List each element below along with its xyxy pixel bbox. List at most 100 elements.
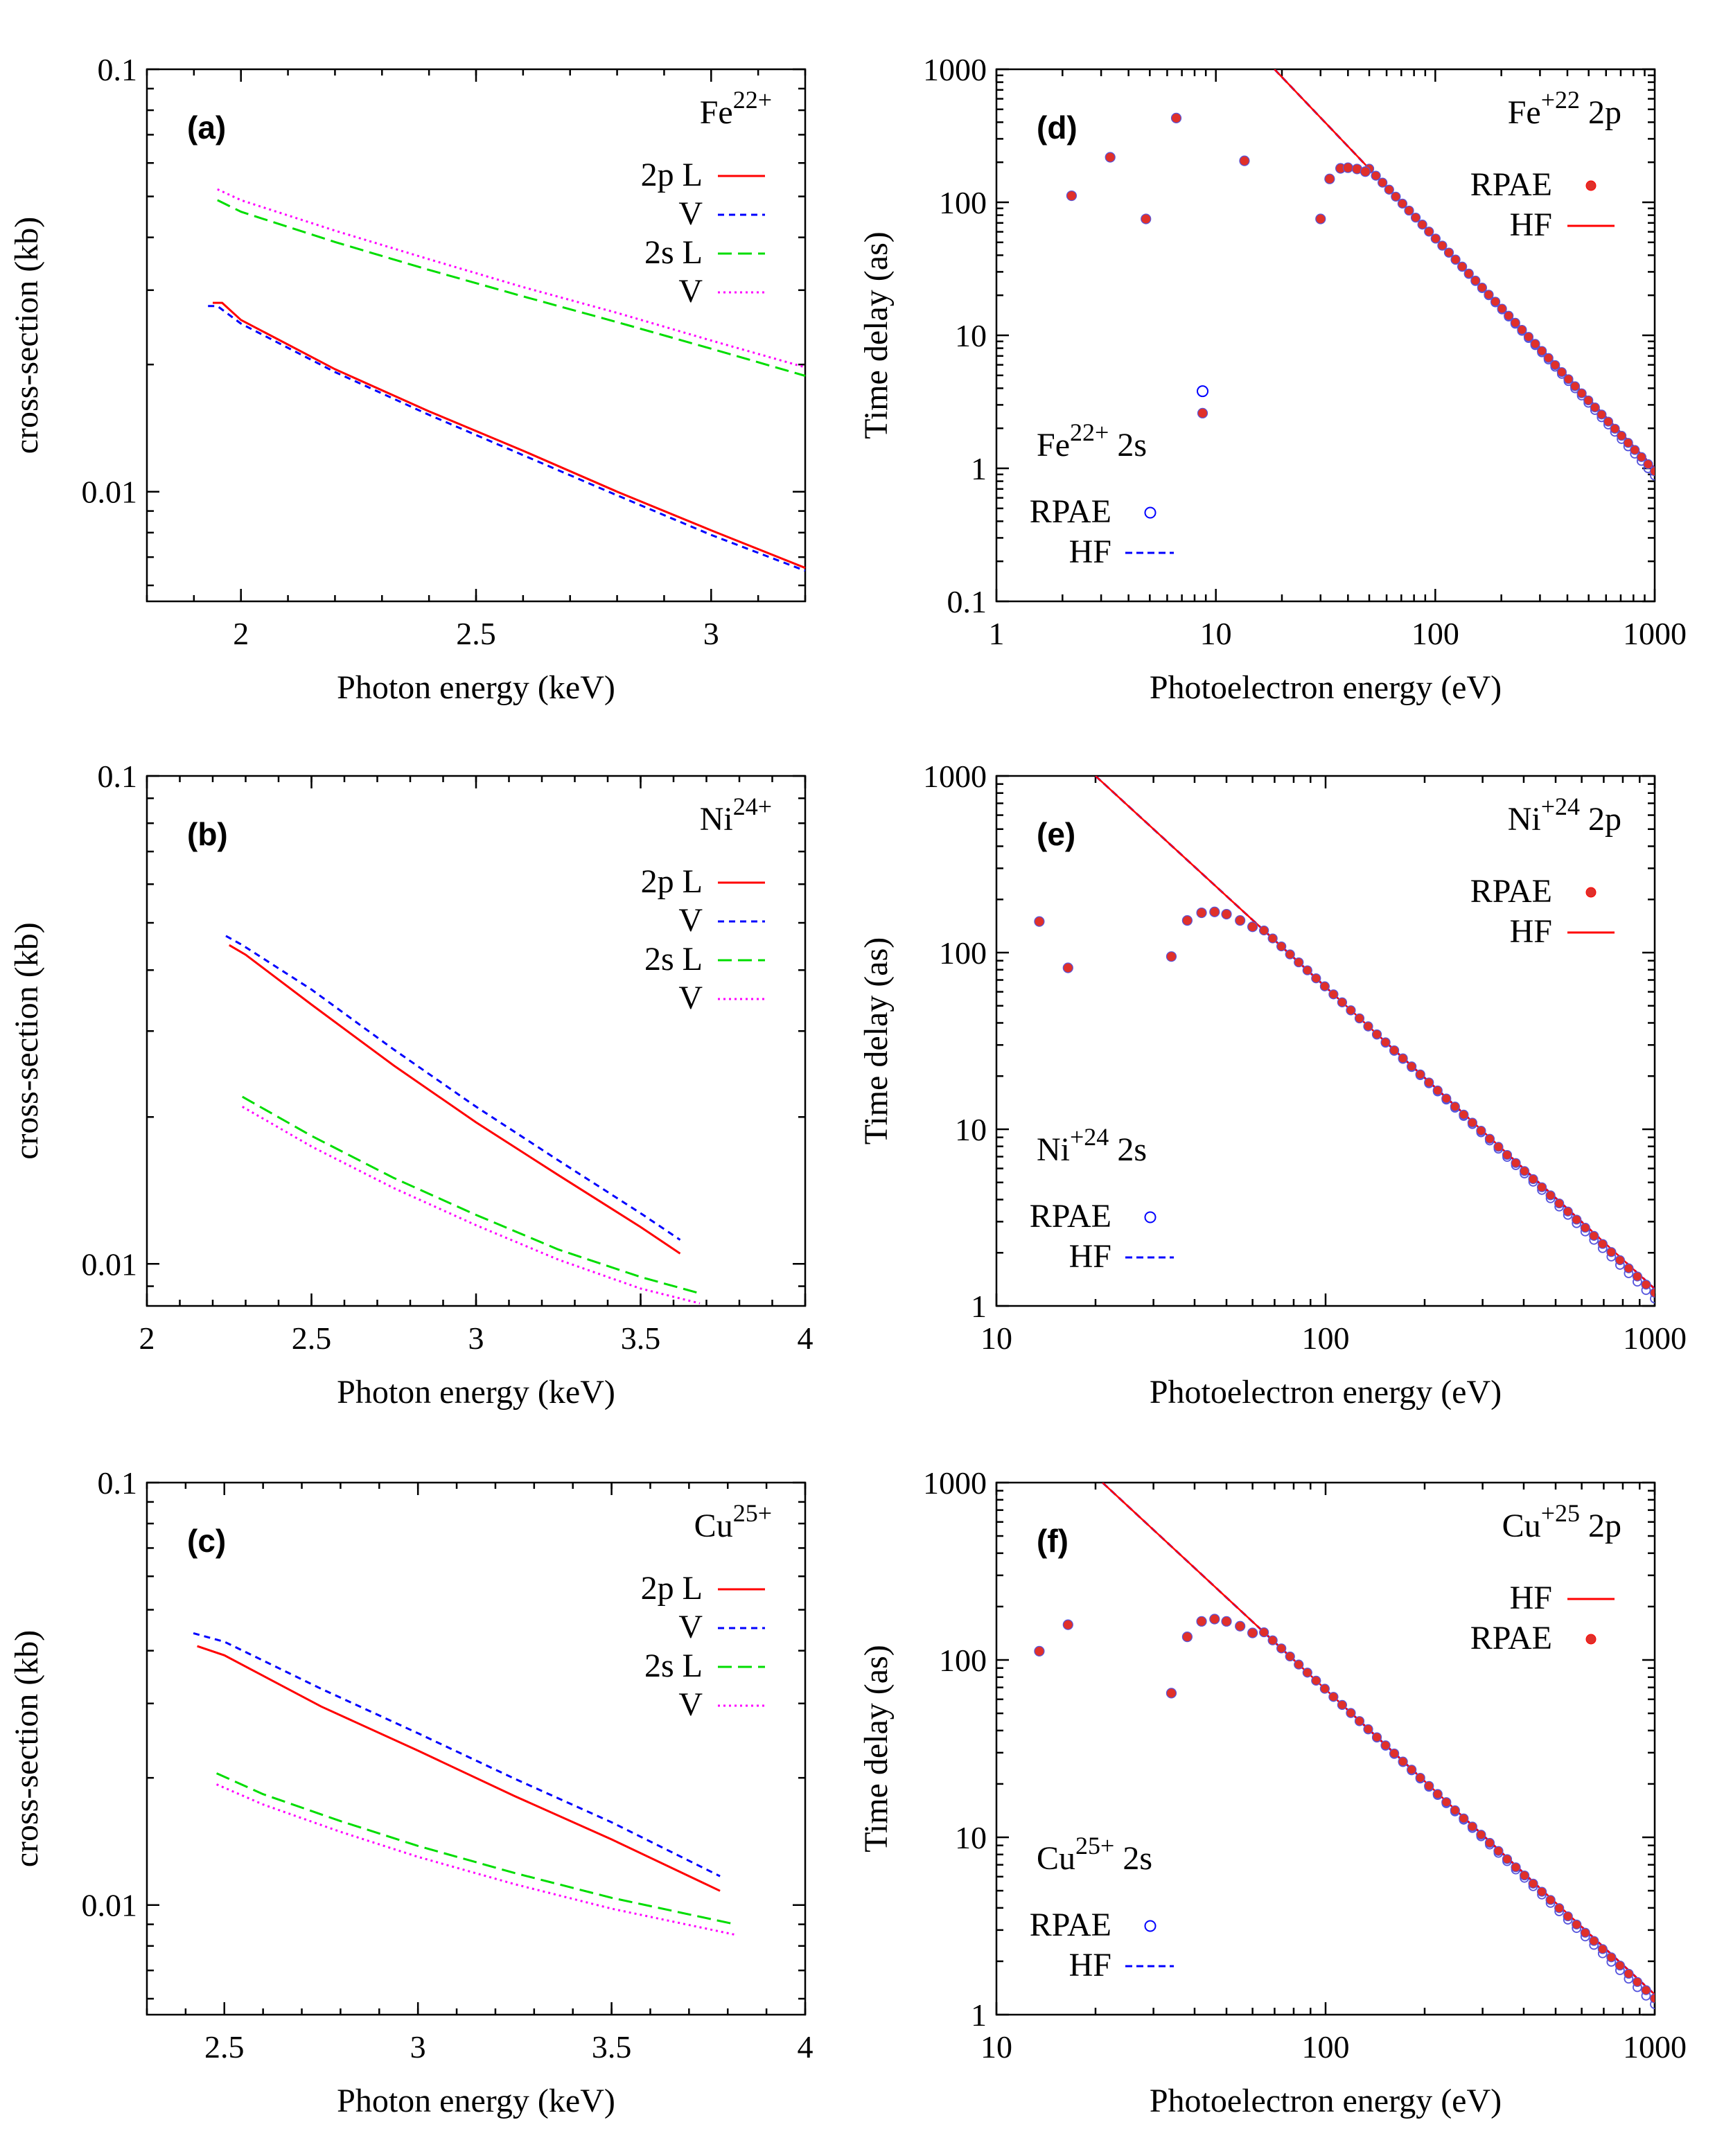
rpae-2p-point	[1346, 1708, 1356, 1718]
rpae-2p-point	[1363, 1724, 1373, 1734]
legend-label: V	[678, 195, 703, 232]
rpae-2s-point	[1650, 1293, 1655, 1304]
rpae-2p-point	[1490, 297, 1501, 307]
rpae-2p-point	[1580, 1927, 1590, 1938]
series-line-2p-l	[229, 944, 681, 1255]
series-line-2p-v	[193, 1632, 721, 1877]
rpae-2p-point	[1624, 1263, 1634, 1273]
rpae-2p-point	[1443, 247, 1454, 258]
rpae-2p-point	[1484, 1837, 1495, 1848]
y-tick-label: 1000	[923, 1465, 987, 1501]
rpae-2p-point	[1259, 1627, 1269, 1638]
rpae-2p-point	[1590, 403, 1600, 413]
rpae-2p-point	[1170, 112, 1182, 123]
rpae-2p-point	[1476, 1126, 1486, 1136]
y-tick-label: 1	[971, 1289, 987, 1324]
y-axis-label: Time delay (as)	[858, 937, 895, 1145]
rpae-2p-point	[1363, 1021, 1373, 1032]
legend-label: V	[678, 902, 703, 939]
rpae-2p-point	[1484, 1133, 1495, 1144]
rpae-2p-point	[1415, 1772, 1425, 1783]
rpae-2p-point	[1493, 1142, 1504, 1152]
rpae-2p-point	[1391, 191, 1401, 202]
legend-2s-shell: 2s	[1109, 427, 1147, 463]
legend-2s-label: HF	[1069, 1947, 1111, 1983]
rpae-2p-point	[1583, 395, 1594, 406]
rpae-2p-point	[1504, 310, 1514, 321]
legend-2p-title: Cu+25 2p	[1502, 1499, 1621, 1544]
data-group	[1034, 1483, 1655, 2009]
rpae-2p-point	[1398, 1053, 1408, 1063]
panel-c-axes: 2.5 3 3.5 4 0.01 0.1 Photon energy (keV) cross-…	[8, 1465, 813, 2119]
rpae-2p-point	[1247, 921, 1258, 933]
rpae-2p-point	[1324, 173, 1335, 184]
rpae-2p-point	[1450, 1102, 1460, 1112]
x-tick-label: 100	[1302, 1320, 1350, 1356]
x-tick-label: 3.5	[621, 1320, 661, 1356]
series-line-2s-v	[217, 188, 806, 369]
rpae-2p-point	[1528, 1174, 1538, 1185]
rpae-2p-point	[1606, 1247, 1617, 1257]
rpae-2p-point	[1484, 290, 1494, 300]
x-tick-label: 3	[468, 1320, 484, 1356]
legend-2s-charge: 25+	[1075, 1832, 1114, 1859]
rpae-2p-point	[1235, 1620, 1246, 1632]
panel-label: (e)	[1037, 816, 1075, 852]
ion-title-charge: 22+	[733, 86, 772, 114]
legend-label: 2s L	[644, 1647, 703, 1684]
rpae-2p-point	[1502, 1149, 1513, 1160]
ion-title: Cu25+	[694, 1499, 772, 1544]
rpae-2p-point	[1384, 184, 1394, 195]
rpae-2p-point	[1636, 452, 1646, 462]
rpae-2p-point	[1543, 353, 1554, 363]
rpae-2p-point	[1239, 155, 1250, 166]
x-tick-label: 10	[980, 1320, 1012, 1356]
legend-2s-label: HF	[1069, 533, 1111, 570]
y-tick-label: 0.01	[82, 475, 138, 510]
rpae-2p-point	[1615, 1960, 1625, 1971]
y-axis-label: cross-section (kb)	[8, 217, 45, 454]
plot-frame	[146, 1481, 807, 2016]
x-tick-label: 2	[139, 1320, 155, 1356]
rpae-2p-point	[1649, 466, 1655, 477]
rpae-2p-point	[1181, 915, 1193, 926]
legend-2p-title-shell: 2p	[1580, 1508, 1621, 1544]
rpae-2p-point	[1354, 1716, 1365, 1726]
rpae-2p-point	[1572, 1214, 1582, 1225]
ion-title: Ni24+	[700, 793, 772, 838]
legend-2s-label: RPAE	[1030, 493, 1111, 530]
rpae-2s-point	[1650, 1999, 1655, 2009]
rpae-2p-point	[1380, 1037, 1391, 1048]
x-axis-label: Photon energy (keV)	[337, 1374, 615, 1411]
legend-dot-marker	[1585, 1634, 1597, 1645]
x-tick-label: 4	[798, 1320, 813, 1356]
rpae-2p-point	[1610, 423, 1620, 434]
rpae-2p-point	[1519, 1870, 1530, 1881]
x-tick-label: 2.5	[456, 616, 496, 651]
legend-2p-label: HF	[1510, 913, 1552, 950]
rpae-2p-point	[1354, 1013, 1365, 1023]
rpae-2p-point	[1407, 1765, 1417, 1775]
y-tick-label: 100	[939, 935, 987, 971]
rpae-2p-point	[1319, 1684, 1330, 1694]
rpae-2p-point	[1432, 1085, 1443, 1096]
rpae-2p-point	[1545, 1190, 1556, 1201]
rpae-2p-point	[1624, 1968, 1634, 1979]
series-line-2s-l	[242, 1095, 701, 1295]
series-line-2s-l	[217, 199, 806, 377]
y-tick-label: 10	[955, 1820, 987, 1855]
legend-label: 2s L	[644, 941, 703, 978]
rpae-2p-point	[1554, 1198, 1565, 1209]
rpae-2p-point	[1511, 1862, 1521, 1873]
rpae-2p-point	[1437, 240, 1448, 251]
legend-2p-title: Fe+22 2p	[1508, 86, 1621, 131]
ion-title: Fe22+	[700, 86, 772, 131]
x-axis-label: Photoelectron energy (eV)	[1150, 1374, 1502, 1411]
rpae-2p-point	[1276, 1643, 1287, 1654]
legend-2p-title-base: Cu	[1502, 1508, 1541, 1544]
rpae-2p-point	[1410, 212, 1421, 223]
series-line-2p-v	[208, 305, 806, 572]
